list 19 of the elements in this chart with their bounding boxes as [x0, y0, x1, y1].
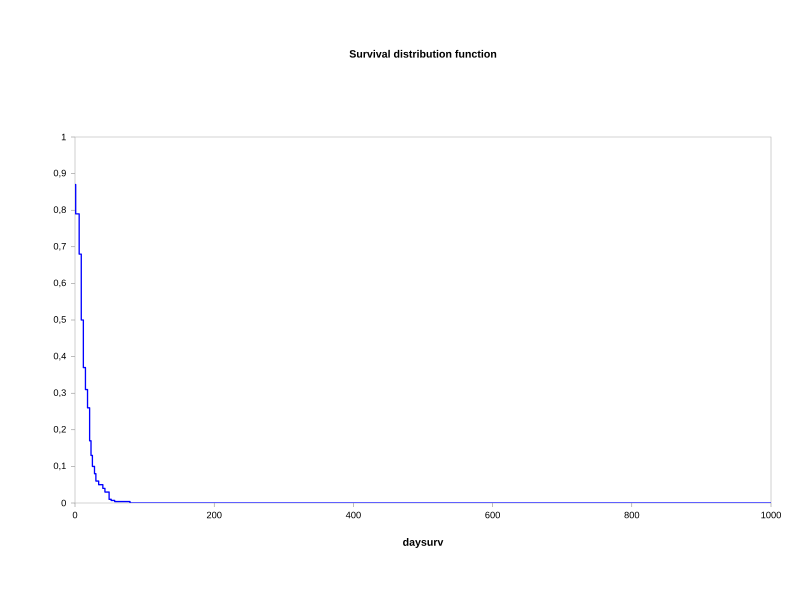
y-tick-label: 0,2 [54, 426, 66, 434]
y-tick-label: 0 [61, 500, 66, 506]
y-tick-label: 0,9 [54, 170, 66, 178]
x-tick-label: 0 [72, 512, 78, 518]
y-tick-label: 0,6 [54, 280, 66, 288]
y-tick-label: 0,8 [54, 206, 66, 214]
x-tick-label: 400 [346, 512, 361, 518]
x-axis-title: daysurv [403, 538, 444, 548]
y-tick-label: 0,7 [54, 242, 66, 251]
x-tick-label: 800 [624, 512, 640, 518]
y-tick-label: 0,4 [54, 352, 66, 360]
chart-title: Survival distribution function [350, 50, 496, 58]
y-tick-label: 0,1 [54, 462, 66, 470]
x-tick-label: 1000 [761, 512, 781, 518]
x-tick-label: 200 [206, 512, 222, 518]
y-tick-label: 0,3 [54, 389, 66, 398]
x-tick-label: 600 [485, 512, 500, 518]
y-tick-label: 0,5 [54, 316, 66, 324]
y-tick-label: 1 [62, 134, 66, 140]
